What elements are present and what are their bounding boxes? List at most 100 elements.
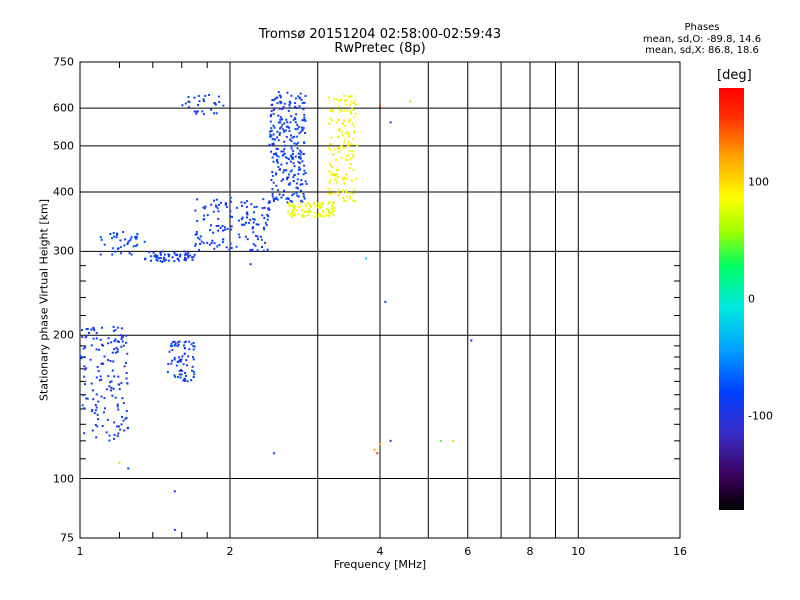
echo-point <box>327 209 330 212</box>
echo-point <box>332 173 335 176</box>
echo-point <box>184 379 187 382</box>
echo-point <box>236 206 239 209</box>
echo-point <box>278 133 281 136</box>
x-tick-label: 4 <box>376 545 384 558</box>
echo-point <box>353 116 356 119</box>
echo-point <box>103 411 106 414</box>
echo-point <box>354 103 357 106</box>
echo-point <box>275 172 278 175</box>
echo-point <box>277 155 280 158</box>
echo-point <box>116 405 119 408</box>
echo-point <box>293 208 296 211</box>
echo-point <box>288 182 291 185</box>
echo-point <box>299 92 302 95</box>
echo-point <box>176 253 179 256</box>
echo-point <box>266 213 269 216</box>
echo-point <box>283 148 286 151</box>
echo-point <box>229 228 232 231</box>
echo-point <box>284 129 287 132</box>
echo-point <box>186 364 189 367</box>
echo-point <box>290 215 293 218</box>
echo-point <box>303 113 306 116</box>
echo-point <box>183 250 186 253</box>
echo-point <box>348 197 351 200</box>
echo-point <box>125 361 128 364</box>
echo-point <box>93 329 96 332</box>
echo-point <box>347 154 350 157</box>
echo-point <box>344 138 347 141</box>
echo-point <box>83 432 86 435</box>
echo-point <box>288 183 291 186</box>
echo-point <box>250 203 253 206</box>
echo-point <box>273 198 276 201</box>
echo-point <box>191 365 194 368</box>
echo-point <box>117 408 120 411</box>
echo-point <box>90 328 93 331</box>
echo-point <box>280 196 283 199</box>
echo-point <box>135 245 138 248</box>
echo-point <box>295 143 298 146</box>
echo-point <box>118 383 121 386</box>
echo-point <box>273 152 276 155</box>
echo-point <box>120 336 123 339</box>
echo-point <box>120 381 123 384</box>
echo-point <box>228 248 231 251</box>
echo-point <box>105 388 108 391</box>
echo-point <box>330 174 333 177</box>
echo-point <box>327 169 330 172</box>
echo-point <box>183 341 186 344</box>
echo-point <box>327 202 330 205</box>
echo-point <box>271 174 274 177</box>
echo-point <box>212 231 215 234</box>
echo-point <box>349 167 352 170</box>
echo-point <box>163 256 166 259</box>
echo-point <box>302 107 305 110</box>
echo-point <box>327 147 330 150</box>
echo-point <box>271 99 274 102</box>
echo-point <box>238 236 241 239</box>
echo-point <box>199 243 202 246</box>
echo-point <box>254 244 257 247</box>
echo-point <box>252 211 255 214</box>
echo-point <box>329 109 332 112</box>
echo-point <box>230 225 233 228</box>
echo-point <box>276 161 279 164</box>
echo-point <box>240 218 243 221</box>
echo-point <box>346 177 349 180</box>
echo-point <box>332 192 335 195</box>
echo-point <box>82 347 85 350</box>
echo-point <box>304 210 307 213</box>
echo-point <box>272 113 275 116</box>
echo-point <box>331 110 334 113</box>
echo-point <box>121 397 124 400</box>
echo-point <box>101 326 104 329</box>
echo-point <box>94 404 97 407</box>
echo-point <box>327 211 330 214</box>
echo-point <box>107 358 110 361</box>
echo-point <box>308 203 311 206</box>
echo-point <box>340 157 343 160</box>
echo-point <box>111 351 114 354</box>
echo-point <box>327 192 330 195</box>
echo-point <box>303 164 306 167</box>
echo-point <box>127 426 130 429</box>
echo-point <box>203 218 206 221</box>
echo-point <box>266 248 269 251</box>
echo-point <box>171 256 174 259</box>
echo-point <box>193 110 196 113</box>
echo-point <box>123 244 126 247</box>
echo-point <box>332 202 335 205</box>
echo-point <box>120 416 123 419</box>
echo-point <box>302 127 305 130</box>
echo-point <box>342 146 345 149</box>
echo-point <box>330 204 333 207</box>
echo-point <box>198 238 201 241</box>
echo-point <box>292 205 295 208</box>
echo-point <box>290 134 293 137</box>
echo-point <box>332 214 335 217</box>
echo-point <box>350 95 353 98</box>
echo-point <box>313 203 316 206</box>
echo-point <box>112 247 115 250</box>
echo-point <box>264 241 267 244</box>
echo-point <box>328 212 331 215</box>
